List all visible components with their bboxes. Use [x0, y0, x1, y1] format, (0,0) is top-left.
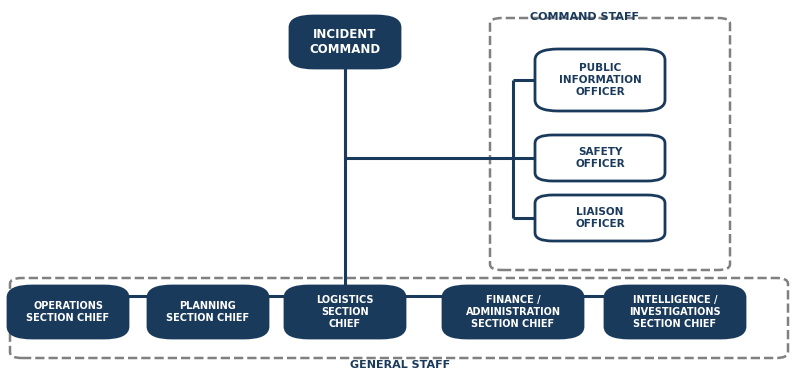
FancyBboxPatch shape: [535, 195, 665, 241]
FancyBboxPatch shape: [285, 286, 405, 338]
FancyBboxPatch shape: [148, 286, 268, 338]
Text: INCIDENT
COMMAND: INCIDENT COMMAND: [310, 28, 381, 56]
FancyBboxPatch shape: [8, 286, 128, 338]
FancyBboxPatch shape: [535, 49, 665, 111]
Text: SAFETY
OFFICER: SAFETY OFFICER: [575, 147, 625, 169]
FancyBboxPatch shape: [535, 135, 665, 181]
Text: LOGISTICS
SECTION
CHIEF: LOGISTICS SECTION CHIEF: [316, 295, 374, 329]
FancyBboxPatch shape: [290, 16, 400, 68]
Text: LIAISON
OFFICER: LIAISON OFFICER: [575, 207, 625, 229]
FancyBboxPatch shape: [443, 286, 583, 338]
Text: INTELLIGENCE /
INVESTIGATIONS
SECTION CHIEF: INTELLIGENCE / INVESTIGATIONS SECTION CH…: [629, 295, 721, 329]
Text: OPERATIONS
SECTION CHIEF: OPERATIONS SECTION CHIEF: [26, 301, 110, 323]
FancyBboxPatch shape: [605, 286, 745, 338]
Text: PUBLIC
INFORMATION
OFFICER: PUBLIC INFORMATION OFFICER: [558, 63, 642, 97]
Text: GENERAL STAFF: GENERAL STAFF: [350, 360, 450, 370]
Text: PLANNING
SECTION CHIEF: PLANNING SECTION CHIEF: [166, 301, 250, 323]
Text: COMMAND STAFF: COMMAND STAFF: [530, 12, 639, 22]
Text: FINANCE /
ADMINISTRATION
SECTION CHIEF: FINANCE / ADMINISTRATION SECTION CHIEF: [466, 295, 561, 329]
